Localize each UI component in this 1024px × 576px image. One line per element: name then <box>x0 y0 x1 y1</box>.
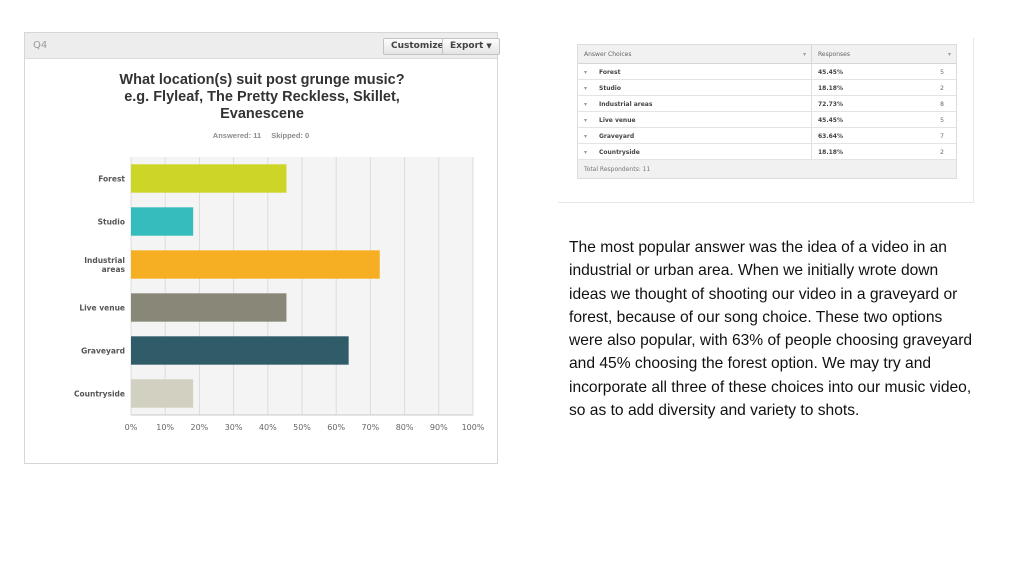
caret-down-icon: ▼ <box>486 42 492 50</box>
x-tick-label: 20% <box>191 423 209 432</box>
answer-choice: Countryside <box>599 149 640 156</box>
expand-chevron-icon[interactable]: ▾ <box>584 149 588 156</box>
header-responses[interactable]: Responses <box>818 51 850 58</box>
category-label: Forest <box>98 175 125 184</box>
customize-button[interactable]: Customize <box>383 38 452 55</box>
sort-icon[interactable]: ▾ <box>803 51 807 58</box>
question-number: Q4 <box>33 40 48 51</box>
table-header: Answer Choices ▾ Responses ▾ <box>578 45 956 64</box>
table-row[interactable]: ▾ Countryside 18.18% 2 <box>578 144 956 160</box>
column-divider <box>811 64 812 79</box>
responses-table: Answer Choices ▾ Responses ▾ ▾ Forest 45.4… <box>577 44 957 179</box>
x-tick-label: 80% <box>396 423 414 432</box>
category-label: Live venue <box>79 304 125 313</box>
survey-chart-panel: Q4 Customize Export ▼ What location(s) su… <box>24 32 500 464</box>
answer-choice: Forest <box>599 69 621 76</box>
responses-table-container: Answer Choices ▾ Responses ▾ ▾ Forest 45.4… <box>558 38 974 203</box>
expand-chevron-icon[interactable]: ▾ <box>584 133 588 140</box>
table-row[interactable]: ▾ Studio 18.18% 2 <box>578 80 956 96</box>
response-percent: 63.64% <box>818 133 843 140</box>
response-percent: 45.45% <box>818 117 843 124</box>
table-row[interactable]: ▾ Graveyard 63.64% 7 <box>578 128 956 144</box>
expand-chevron-icon[interactable]: ▾ <box>584 69 588 76</box>
table-footer: Total Respondents: 11 <box>578 160 956 178</box>
response-count: 8 <box>940 101 944 108</box>
export-label: Export <box>450 41 484 51</box>
export-button[interactable]: Export ▼ <box>442 38 500 55</box>
answered-skipped: Answered: 11 Skipped: 0 <box>25 131 497 140</box>
response-count: 5 <box>940 117 944 124</box>
column-divider <box>811 128 812 143</box>
category-label: Countryside <box>74 390 125 399</box>
bar-studio <box>131 207 194 236</box>
table-row[interactable]: ▾ Forest 45.45% 5 <box>578 64 956 80</box>
expand-chevron-icon[interactable]: ▾ <box>584 101 588 108</box>
response-count: 2 <box>940 85 944 92</box>
x-tick-label: 70% <box>362 423 380 432</box>
column-divider <box>811 80 812 95</box>
skipped-count: Skipped: 0 <box>271 131 310 140</box>
bar-countryside <box>131 379 194 408</box>
answer-choice: Live venue <box>599 117 636 124</box>
chart-title-line: Evanescene <box>220 106 304 122</box>
response-percent: 18.18% <box>818 85 843 92</box>
answer-choice: Industrial areas <box>599 101 653 108</box>
column-divider <box>811 96 812 111</box>
sort-icon[interactable]: ▾ <box>948 51 952 58</box>
response-percent: 72.73% <box>818 101 843 108</box>
bar-chart: 0% 10% 20% 30% 40% 50% 60% 70% 80% 90% 100% Forest S… <box>74 157 485 432</box>
chart-title-line: e.g. Flyleaf, The Pretty Reckless, Skill… <box>124 89 400 105</box>
x-tick-label: 60% <box>327 423 345 432</box>
table-row[interactable]: ▾ Industrial areas 72.73% 8 <box>578 96 956 112</box>
chart-title: What location(s) suit post grunge music?… <box>65 72 459 123</box>
response-percent: 18.18% <box>818 149 843 156</box>
analysis-paragraph: The most popular answer was the idea of … <box>569 239 973 420</box>
expand-chevron-icon[interactable]: ▾ <box>584 85 588 92</box>
panel-header: Q4 Customize Export ▼ <box>25 33 500 59</box>
column-divider <box>811 45 812 63</box>
response-count: 5 <box>940 69 944 76</box>
bar-industrial-areas <box>131 250 380 279</box>
chart-title-line: What location(s) suit post grunge music? <box>119 72 405 88</box>
header-answer-choices[interactable]: Answer Choices <box>584 51 632 58</box>
total-respondents: Total Respondents: 11 <box>584 166 651 173</box>
answer-choice: Graveyard <box>599 133 635 140</box>
category-label: Industrial areas <box>84 256 125 274</box>
table-row[interactable]: ▾ Live venue 45.45% 5 <box>578 112 956 128</box>
bar-forest <box>131 164 287 193</box>
response-count: 2 <box>940 149 944 156</box>
response-count: 7 <box>940 133 944 140</box>
category-label: Graveyard <box>81 347 125 356</box>
x-tick-label: 40% <box>259 423 277 432</box>
x-tick-label: 100% <box>462 423 485 432</box>
table-body: ▾ Forest 45.45% 5 ▾ Studio 18.18% 2 ▾ Industrial … <box>578 64 956 160</box>
response-percent: 45.45% <box>818 69 843 76</box>
x-tick-label: 10% <box>156 423 174 432</box>
x-tick-label: 50% <box>293 423 311 432</box>
answered-count: Answered: 11 <box>212 131 262 140</box>
x-tick-label: 0% <box>125 423 138 432</box>
bar-graveyard <box>131 336 349 365</box>
answer-choice: Studio <box>599 85 621 92</box>
x-tick-label: 90% <box>430 423 448 432</box>
expand-chevron-icon[interactable]: ▾ <box>584 117 588 124</box>
category-label: Studio <box>98 218 125 227</box>
column-divider <box>811 112 812 127</box>
bar-live-venue <box>131 293 287 322</box>
column-divider <box>811 144 812 159</box>
x-tick-label: 30% <box>225 423 243 432</box>
